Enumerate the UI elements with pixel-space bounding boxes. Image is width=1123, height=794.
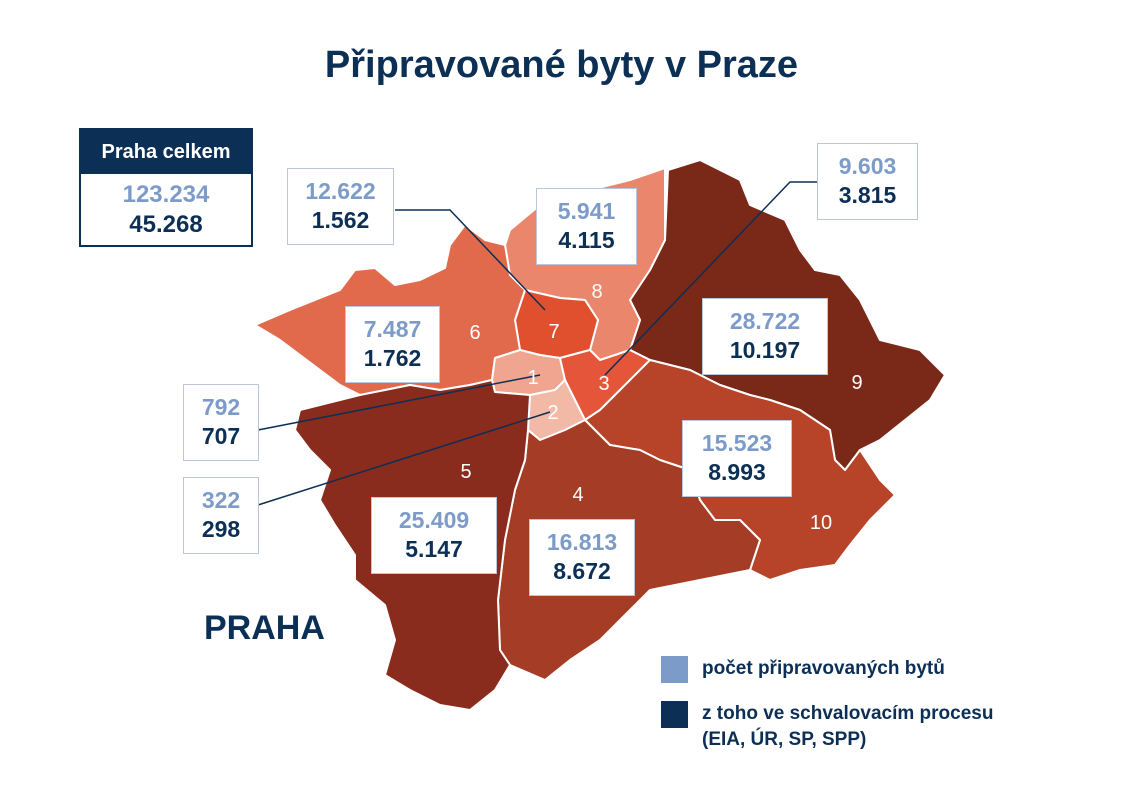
district-8-values: 5.941 4.115 [536,188,637,265]
legend-planned-label: počet připravovaných bytů [702,658,945,679]
district-7-values: 12.622 1.562 [287,168,394,245]
district-3-planned: 9.603 [838,153,897,179]
district-7-planned: 12.622 [305,178,376,204]
district-3-number: 3 [598,373,609,395]
legend-planned-swatch [661,656,688,683]
legend-approval-swatch [661,701,688,728]
leader-line-1 [257,374,541,431]
total-box: Praha celkem 123.234 45.268 [79,128,253,247]
district-1-values: 792 707 [183,384,259,461]
district-10-number: 10 [810,512,832,534]
district-2-planned: 322 [201,487,241,513]
district-9-number: 9 [851,372,862,394]
total-approval-value: 45.268 [129,211,203,238]
district-3-values: 9.603 3.815 [817,143,918,220]
district-4-planned: 16.813 [546,529,618,555]
legend-planned: počet připravovaných bytů [661,656,945,683]
district-6-number: 6 [469,322,480,344]
district-4-values: 16.813 8.672 [529,519,635,596]
district-8-approval: 4.115 [558,227,615,253]
legend-approval-line1: z toho ve schvalovacím procesu [702,703,994,724]
district-4-approval: 8.672 [553,558,611,584]
district-1-approval: 707 [201,423,241,449]
district-6-approval: 1.762 [363,345,422,371]
district-7-number: 7 [548,321,559,343]
leader-line-7 [395,209,546,311]
legend-approval-line2: (EIA, ÚR, SP, SPP) [702,729,867,750]
district-2-number: 2 [547,402,558,424]
legend-approval: z toho ve schvalovacím procesu (EIA, ÚR,… [661,701,993,753]
district-1-planned: 792 [201,394,241,420]
district-7-approval: 1.562 [311,207,370,233]
district-9-values: 28.722 10.197 [702,298,828,375]
district-1-number: 1 [527,367,538,389]
district-5-planned: 25.409 [398,507,470,533]
district-2-values: 322 298 [183,477,259,554]
district-3-approval: 3.815 [838,182,897,208]
page-title: Připravované byty v Praze [324,44,799,86]
district-9-planned: 28.722 [729,308,801,334]
district-8-number: 8 [591,281,602,303]
district-2-approval: 298 [201,516,241,542]
total-planned-value: 123.234 [122,181,210,208]
total-header: Praha celkem [81,130,251,174]
district-6-planned: 7.487 [363,316,422,342]
district-5-approval: 5.147 [405,536,463,562]
district-9-approval: 10.197 [729,337,801,363]
district-4-number: 4 [572,484,583,506]
leader-line-2 [257,411,551,506]
district-5-number: 5 [460,461,471,483]
district-10-values: 15.523 8.993 [682,420,792,497]
legend-approval-label: z toho ve schvalovacím procesu (EIA, ÚR,… [702,701,993,753]
district-10-approval: 8.993 [708,459,766,485]
city-label: PRAHA [204,609,325,647]
district-8-planned: 5.941 [557,198,616,224]
district-10-planned: 15.523 [701,430,773,456]
district-5-values: 25.409 5.147 [371,497,497,574]
district-6-values: 7.487 1.762 [345,306,440,383]
